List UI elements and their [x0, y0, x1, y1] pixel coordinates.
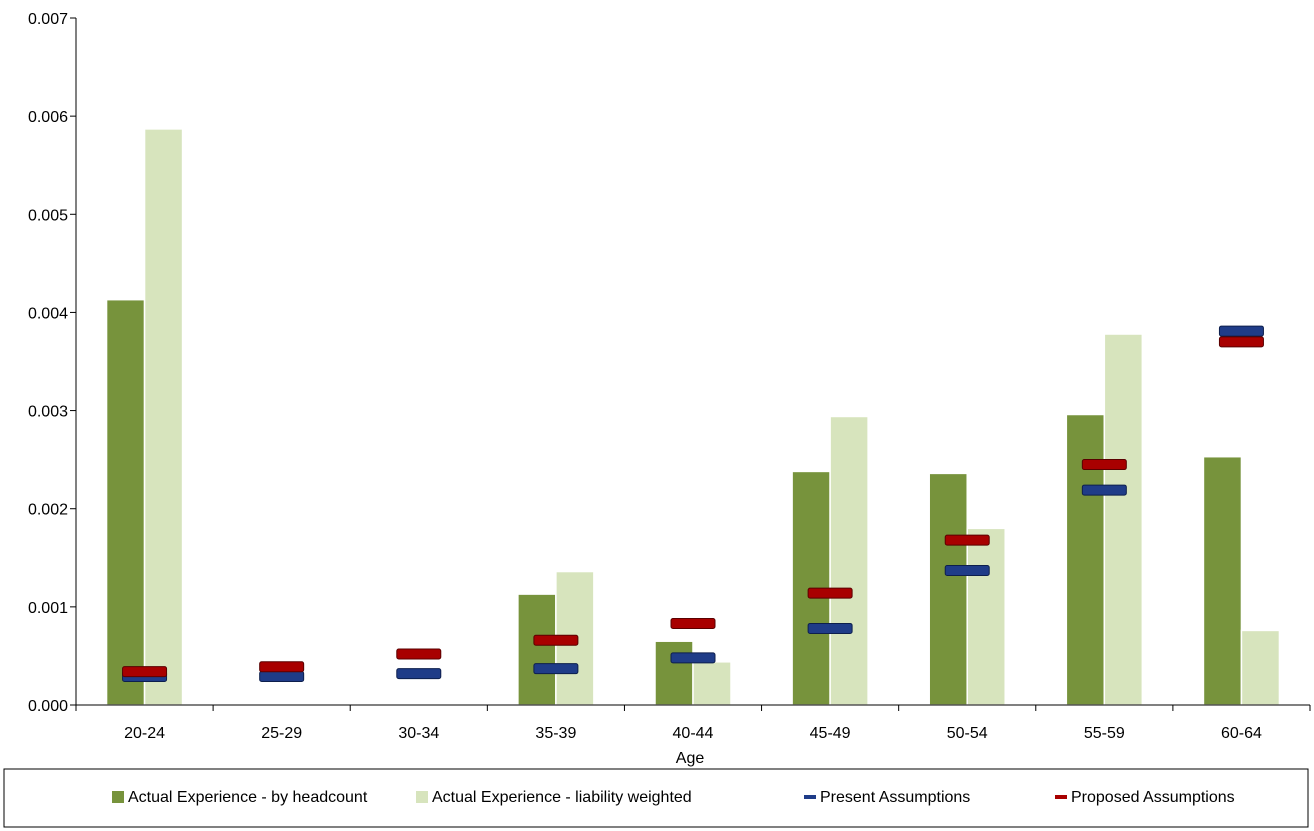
- y-tick-label: 0.003: [28, 404, 68, 421]
- proposed-assumption-marker: [533, 634, 579, 646]
- x-tick-label: 25-29: [261, 725, 302, 742]
- y-tick-label: 0.007: [28, 11, 68, 28]
- y-tick-label: 0.004: [28, 305, 68, 322]
- present-assumption-marker: [533, 663, 579, 675]
- bar-headcount: [105, 298, 146, 706]
- legend-label: Actual Experience - by headcount: [128, 789, 368, 806]
- legend-swatch: [804, 795, 816, 799]
- proposed-assumption-marker: [122, 666, 168, 678]
- proposed-assumption-marker: [807, 587, 853, 599]
- y-tick-label: 0.001: [28, 600, 68, 617]
- bar-headcount: [1202, 455, 1243, 706]
- x-tick-label: 35-39: [535, 725, 576, 742]
- proposed-assumption-marker: [944, 534, 990, 546]
- bar-liability-weighted: [1103, 333, 1144, 706]
- legend-swatch: [112, 791, 124, 803]
- present-assumption-marker: [670, 652, 716, 664]
- bar-liability-weighted: [1240, 629, 1281, 706]
- legend: Actual Experience - by headcount Actual E…: [3, 768, 1309, 828]
- x-axis-title: Age: [676, 750, 705, 767]
- bar-liability-weighted: [143, 128, 184, 706]
- y-tick-label: 0.005: [28, 207, 68, 224]
- present-assumption-marker: [807, 622, 853, 634]
- y-tick-label: 0.002: [28, 502, 68, 519]
- legend-label: Actual Experience - liability weighted: [432, 789, 692, 806]
- markers-group: [122, 325, 1264, 683]
- bar-liability-weighted: [966, 527, 1006, 706]
- bars-group: [105, 128, 1281, 706]
- bar-headcount: [517, 593, 557, 706]
- bar-liability-weighted: [829, 415, 869, 706]
- present-assumption-marker: [1218, 325, 1264, 337]
- present-assumption-marker: [944, 565, 990, 577]
- present-assumption-marker: [396, 668, 442, 680]
- legend-swatch: [1055, 795, 1067, 799]
- y-tick-label: 0.000: [28, 698, 68, 715]
- present-assumption-marker: [1081, 484, 1127, 496]
- bar-headcount: [928, 472, 968, 706]
- x-tick-label: 20-24: [124, 725, 165, 742]
- y-ticks-group: 0.000 0.001 0.002 0.003 0.004 0.005 0.006 0.007: [28, 11, 76, 715]
- proposed-assumption-marker: [670, 618, 716, 630]
- x-tick-label: 60-64: [1221, 725, 1262, 742]
- x-tick-label: 50-54: [947, 725, 988, 742]
- present-assumption-marker: [259, 671, 305, 683]
- x-tick-label: 40-44: [673, 725, 714, 742]
- y-tick-label: 0.006: [28, 109, 68, 126]
- x-tick-label: 30-34: [398, 725, 439, 742]
- legend-label: Present Assumptions: [820, 789, 970, 806]
- x-tick-label: 55-59: [1084, 725, 1125, 742]
- bar-headcount: [1065, 413, 1106, 706]
- axes-group: [75, 18, 1310, 706]
- legend-swatch: [416, 791, 428, 803]
- proposed-assumption-marker: [259, 661, 305, 673]
- legend-box: [3, 768, 1309, 828]
- bar-liability-weighted: [692, 661, 732, 706]
- proposed-assumption-marker: [1218, 336, 1264, 348]
- proposed-assumption-marker: [396, 648, 442, 660]
- x-ticks-group: 20-24 25-29 30-34 35-39 40-44 45-49 50-54 55-59…: [75, 705, 1311, 742]
- bar-headcount: [654, 640, 694, 706]
- legend-label: Proposed Assumptions: [1071, 789, 1235, 806]
- proposed-assumption-marker: [1081, 459, 1127, 471]
- x-tick-label: 45-49: [810, 725, 851, 742]
